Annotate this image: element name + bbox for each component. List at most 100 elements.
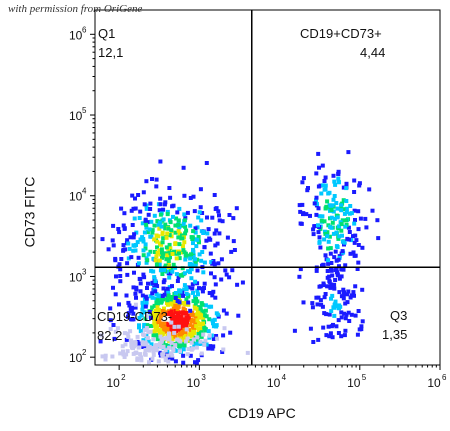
event-dot-cd19neg-cd73pos [208,251,213,256]
event-dot-cd19neg-cd73pos [180,273,185,278]
event-dot-cd19neg-cd73pos [157,258,162,263]
event-dot-cd19neg-cd73neg [144,333,149,338]
event-dot-cd19neg-cd73neg [175,337,180,342]
event-dot-cd19pos-cd73pos [355,267,360,271]
event-dot-cd19neg-cd73neg [198,306,203,311]
event-dot-cd19pos-cd73pos [314,202,319,206]
event-dot-cd19neg-cd73neg [120,344,125,349]
event-dot-cd19neg-cd73neg [137,315,142,320]
event-dot-cd19neg-cd73pos [150,177,154,181]
event-dot-cd19neg-cd73neg [211,324,216,329]
event-dot-cd19neg-cd73neg [178,339,183,344]
event-dot-cd19neg-cd73neg [155,318,160,323]
event-dot-cd19neg-cd73pos [219,257,224,262]
event-dot-cd19neg-cd73pos [212,193,217,197]
event-dot-cd19neg-cd73neg [111,323,116,327]
event-dot-cd19pos-cd73pos [328,246,333,251]
event-dot-cd19neg-cd73pos [179,250,184,255]
event-dot-cd19neg-cd73neg [201,316,206,321]
event-dot-cd19neg-cd73neg [169,327,174,332]
event-dot-cd19neg-cd73pos [191,194,196,199]
event-dot-cd19neg-cd73pos [213,207,218,211]
event-dot-cd19neg-cd73neg [138,329,143,334]
event-dot-cd19neg-cd73pos [227,275,232,280]
event-dot-cd19neg-cd73pos [217,213,221,218]
event-dot-cd19neg-cd73neg [162,321,167,326]
event-dot-cd19neg-cd73pos [180,236,185,241]
event-dot-cd19neg-cd73neg [175,279,180,283]
event-dot-cd19neg-cd73pos [191,229,196,234]
event-dot-cd19pos-cd73pos [352,178,357,183]
event-dot-cd19neg-cd73neg [127,303,132,308]
event-dot-cd19pos-cd73pos [336,176,341,181]
event-dot-cd19neg-cd73neg [155,298,160,303]
event-dot-cd19neg-cd73pos [167,233,172,238]
event-dot-cd19neg-cd73pos [119,206,124,211]
event-dot-cd19pos-cd73pos [323,231,328,236]
event-dot-cd19neg-cd73pos [173,230,178,235]
event-dot-cd19neg-cd73neg [203,338,208,343]
event-dot-cd19neg-cd73pos [190,263,195,268]
event-dot-cd19pos-cd73neg [341,293,346,298]
event-dot-cd19pos-cd73pos [352,208,357,213]
event-dot-cd19neg-cd73neg [151,352,156,357]
event-dot-cd19pos-cd73pos [347,211,352,216]
event-dot-cd19neg-cd73pos [126,241,131,246]
event-dot-cd19neg-cd73neg [200,313,205,318]
event-dot-cd19neg-cd73neg [159,296,164,301]
event-dot-cd19neg-cd73neg [103,353,108,358]
event-dot-cd19neg-cd73neg [189,312,194,317]
event-dot-cd19pos-cd73pos [334,201,339,205]
event-dot-cd19neg-cd73neg [196,292,200,297]
event-dot-cd19pos-cd73pos [376,236,381,241]
event-dot-cd19pos-cd73pos [339,203,344,208]
event-dot-cd19neg-cd73pos [158,159,163,164]
event-dot-cd19neg-cd73pos [198,187,203,192]
event-dot-cd19neg-cd73pos [144,206,149,211]
event-dot-cd19neg-cd73neg [99,333,104,338]
event-dot-cd19neg-cd73pos [188,196,193,200]
event-dot-cd19pos-cd73neg [355,332,360,337]
event-dot-cd19pos-cd73neg [298,267,303,272]
event-dot-cd19neg-cd73pos [183,251,188,256]
event-dot-cd19neg-cd73neg [122,331,127,336]
event-dot-cd19pos-cd73neg [349,293,354,298]
event-dot-cd19pos-cd73pos [301,212,305,217]
event-dot-cd19neg-cd73pos [121,243,126,248]
event-dot-cd19neg-cd73pos [198,205,203,210]
event-dot-cd19neg-cd73neg [188,328,193,333]
event-dot-cd19neg-cd73neg [144,326,149,330]
event-dot-cd19neg-cd73pos [196,215,201,220]
event-dot-cd19pos-cd73neg [326,324,331,329]
event-dot-cd19neg-cd73pos [148,201,153,206]
event-dot-cd19pos-cd73pos [311,227,316,232]
event-dot-cd19pos-cd73pos [317,165,321,170]
event-dot-cd19pos-cd73pos [356,209,361,214]
event-dot-cd19neg-cd73pos [126,311,131,316]
event-dot-cd19neg-cd73pos [119,257,124,261]
event-dot-cd19neg-cd73neg [167,345,172,350]
event-dot-cd19neg-cd73neg [194,324,199,329]
event-dot-cd19neg-cd73neg [153,333,158,338]
event-dot-cd19neg-cd73pos [159,247,164,252]
event-dot-cd19neg-cd73pos [182,271,187,276]
event-dot-cd19neg-cd73neg [179,314,184,319]
event-dot-cd19neg-cd73neg [177,332,182,337]
event-dot-cd19pos-cd73neg [301,300,306,305]
event-dot-cd19neg-cd73neg [195,288,200,293]
event-dot-cd19neg-cd73pos [184,285,189,290]
event-dot-cd19neg-cd73neg [203,327,208,332]
event-dot-cd19neg-cd73pos [177,242,182,247]
event-dot-cd19neg-cd73pos [171,262,176,267]
event-dot-cd19neg-cd73pos [211,259,216,263]
event-dot-cd19pos-cd73neg [322,295,327,300]
event-dot-cd19neg-cd73neg [158,312,163,317]
event-dot-cd19pos-cd73neg [336,331,341,335]
event-dot-cd19neg-cd73pos [154,177,159,182]
event-dot-cd19pos-cd73neg [321,262,326,267]
event-dot-cd19neg-cd73neg [204,342,209,347]
event-dot-cd19neg-cd73pos [143,242,148,247]
event-dot-cd19neg-cd73pos [138,209,143,214]
event-dot-cd19pos-cd73neg [353,253,358,258]
event-dot-cd19neg-cd73pos [166,289,171,294]
